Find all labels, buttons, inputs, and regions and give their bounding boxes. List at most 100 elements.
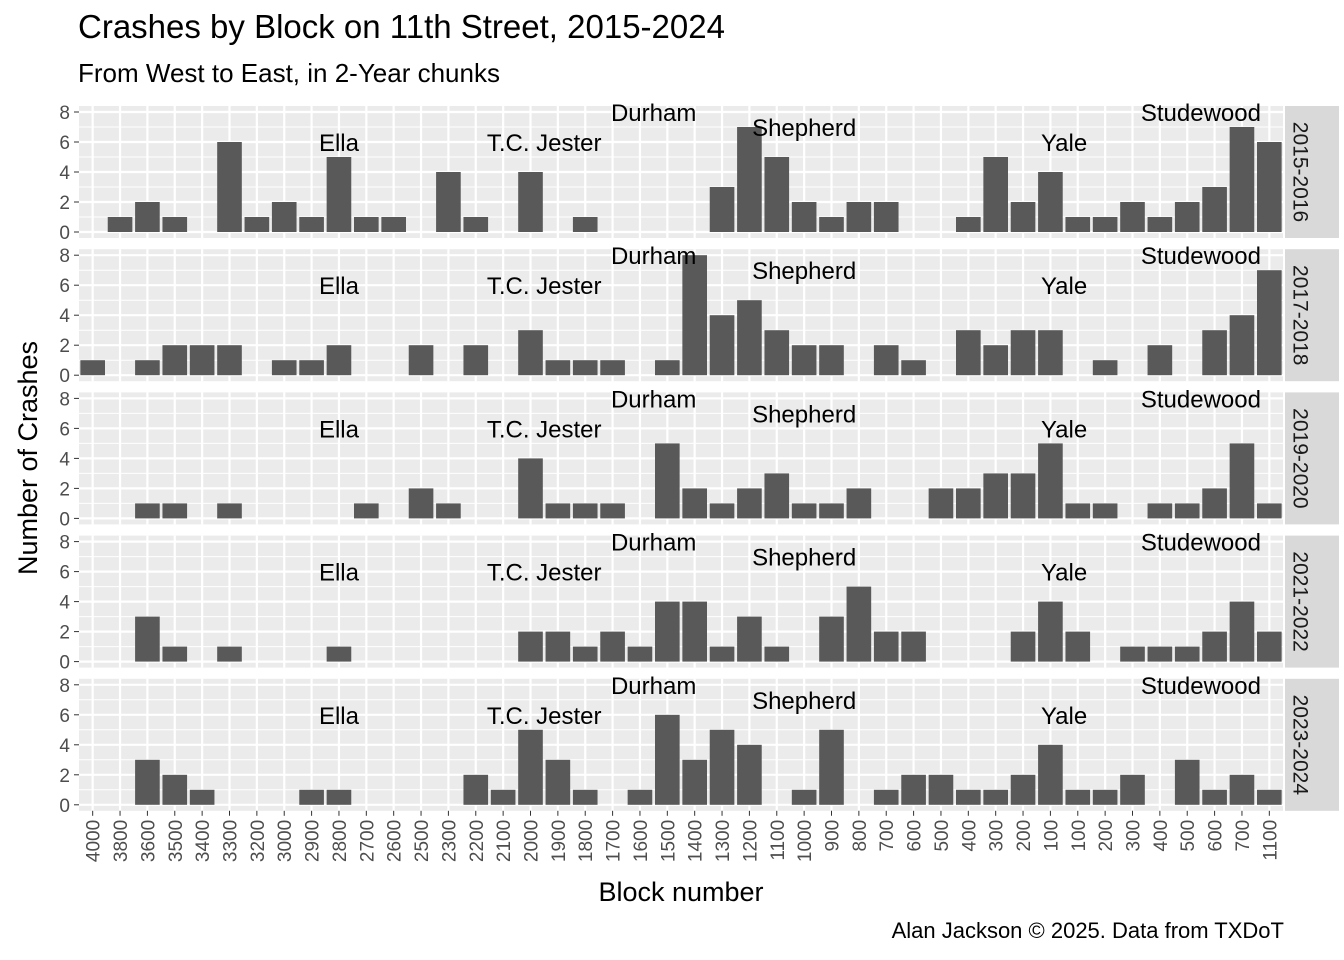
x-tick-label: 1500 <box>658 820 679 862</box>
y-tick-label: 4 <box>59 593 70 614</box>
bar <box>737 616 762 662</box>
y-tick-label: 0 <box>59 223 70 244</box>
bar <box>518 330 543 376</box>
bar <box>217 503 242 519</box>
bar <box>1229 601 1255 662</box>
bar <box>326 646 352 662</box>
facet-strip <box>1285 249 1339 382</box>
x-tick-label: 300 <box>987 820 1008 852</box>
x-tick-label: 1200 <box>740 820 761 862</box>
x-tick-label: 400 <box>1151 820 1172 852</box>
x-tick-label: 900 <box>823 820 844 852</box>
x-tick-label: 700 <box>1233 820 1254 852</box>
street-label: Ella <box>319 560 360 587</box>
street-label: Ella <box>319 130 360 157</box>
bar <box>682 488 707 519</box>
street-label: Ella <box>319 273 360 300</box>
bar <box>1092 503 1118 519</box>
bar <box>135 759 160 805</box>
bar <box>326 345 352 376</box>
y-tick-label: 8 <box>59 533 70 554</box>
bar <box>1065 789 1091 805</box>
x-tick-label: 500 <box>932 820 953 852</box>
bar <box>983 157 1008 232</box>
x-tick-label: 1100 <box>1260 820 1281 861</box>
bar <box>1257 270 1282 376</box>
bar <box>1174 646 1200 662</box>
bar <box>1174 759 1200 805</box>
bar <box>709 503 735 519</box>
street-label: Shepherd <box>752 258 856 285</box>
y-tick-label: 0 <box>59 653 70 674</box>
street-label: Studewood <box>1141 386 1261 413</box>
bar <box>80 360 105 376</box>
facet-strip-label: 2015-2016 <box>1288 122 1311 222</box>
chart-caption: Alan Jackson © 2025. Data from TXDoT <box>891 918 1284 943</box>
bar <box>873 345 899 376</box>
bar <box>1092 217 1118 232</box>
bar <box>572 646 598 662</box>
bar <box>217 345 242 376</box>
street-label: Yale <box>1041 560 1087 587</box>
bar <box>463 217 489 232</box>
bar <box>463 774 489 805</box>
y-tick-label: 2 <box>59 623 70 644</box>
bar <box>354 217 379 232</box>
bar <box>518 172 543 232</box>
facet-strip-label: 2023-2024 <box>1288 695 1311 796</box>
street-label: T.C. Jester <box>487 560 602 587</box>
facet-strip-label: 2019-2020 <box>1288 408 1311 508</box>
bar <box>1229 127 1255 232</box>
bar <box>1147 345 1173 376</box>
bar <box>764 330 790 376</box>
bar <box>764 473 790 519</box>
bar <box>162 345 188 376</box>
bar <box>1038 330 1063 376</box>
bar <box>1202 631 1227 662</box>
bar <box>655 714 680 805</box>
bar <box>1229 315 1255 376</box>
y-tick-label: 4 <box>59 736 70 757</box>
bar <box>901 774 926 805</box>
x-tick-label: 2200 <box>467 820 488 862</box>
bar <box>1257 789 1282 805</box>
bar <box>1120 202 1145 232</box>
x-tick-label: 2100 <box>494 820 515 862</box>
facet-strip <box>1285 106 1339 238</box>
street-label: Studewood <box>1141 530 1261 557</box>
bar <box>627 789 653 805</box>
x-tick-label: 1800 <box>576 820 597 862</box>
bar <box>1229 443 1255 519</box>
bar <box>1147 503 1173 519</box>
x-tick-label: 2300 <box>439 820 460 862</box>
facet-strip <box>1285 535 1339 668</box>
bar <box>846 488 872 519</box>
bar <box>1038 744 1063 805</box>
y-tick-label: 8 <box>59 676 70 697</box>
bar <box>791 789 817 805</box>
bar <box>709 315 735 376</box>
bar <box>819 503 844 519</box>
bar <box>162 774 188 805</box>
bar <box>709 646 735 662</box>
y-tick-label: 2 <box>59 766 70 787</box>
bar <box>1065 631 1091 662</box>
bar <box>1229 774 1255 805</box>
x-tick-label: 3200 <box>248 820 269 862</box>
bar <box>1038 172 1063 232</box>
street-label: Durham <box>611 530 696 557</box>
bar <box>189 345 215 376</box>
x-axis-title: Block number <box>598 877 763 907</box>
y-tick-label: 4 <box>59 306 70 327</box>
street-label: Yale <box>1041 130 1087 157</box>
bar <box>162 217 188 232</box>
x-tick-label: 2900 <box>303 820 324 862</box>
x-tick-label: 2500 <box>412 820 433 862</box>
y-tick-label: 8 <box>59 389 70 410</box>
bar <box>162 646 188 662</box>
y-tick-label: 2 <box>59 336 70 357</box>
bar <box>135 503 160 519</box>
x-tick-label: 1400 <box>686 820 707 862</box>
street-label: Yale <box>1041 416 1087 443</box>
